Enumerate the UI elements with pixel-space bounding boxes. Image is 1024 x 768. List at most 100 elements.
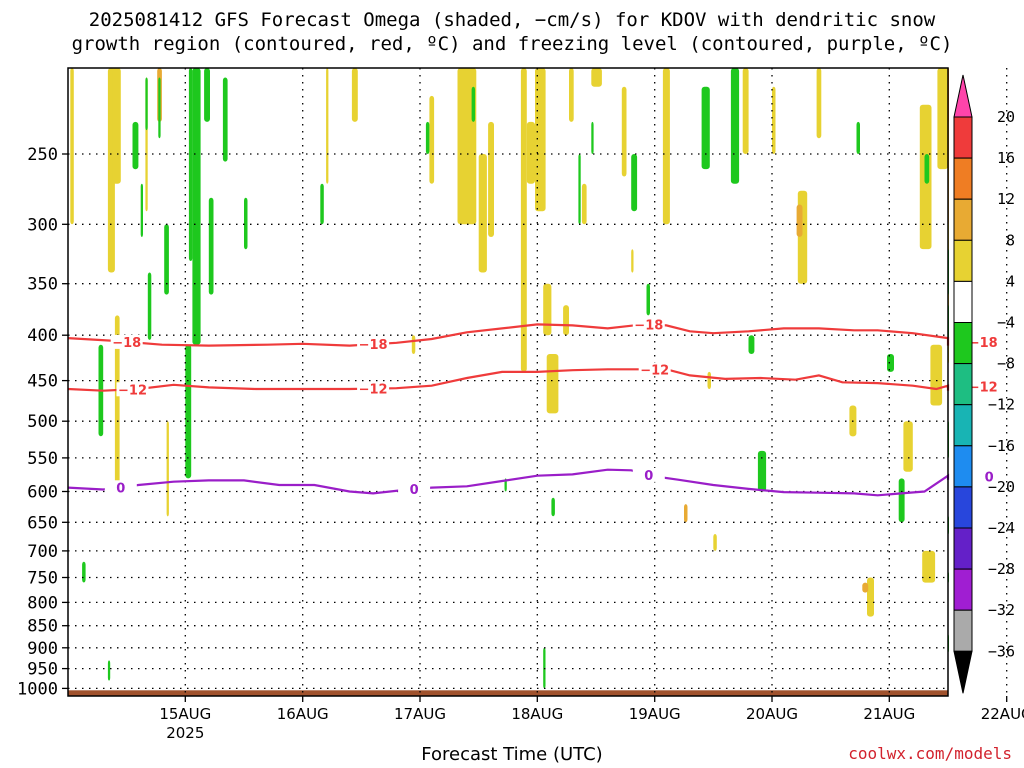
colorbar-top-arrow <box>953 74 973 118</box>
x-tick-label: 22AUG <box>981 705 1024 723</box>
omega-cell <box>425 121 430 154</box>
omega-cell <box>713 534 717 551</box>
x-tick-label: 16AUG <box>277 705 329 723</box>
contour-label-bg <box>973 469 1006 484</box>
omega-cell <box>140 183 143 237</box>
colorbar-swatch <box>953 280 973 323</box>
contour-label: −12 <box>969 381 998 396</box>
omega-cell <box>429 95 435 184</box>
contour-label: −12 <box>118 383 147 398</box>
ground-fill <box>68 690 948 696</box>
omega-cell <box>326 68 329 184</box>
x-tick-label: 18AUG <box>511 705 563 723</box>
y-tick-label: 950 <box>27 660 58 680</box>
y-tick-label: 800 <box>27 593 58 613</box>
omega-cell <box>411 335 416 354</box>
omega-cell <box>244 197 248 250</box>
y-tick-label: 1000 <box>17 679 58 699</box>
omega-cell <box>856 121 860 154</box>
colorbar-label: −32 <box>988 601 1015 619</box>
omega-cell <box>351 68 358 122</box>
omega-cell <box>578 154 581 225</box>
colorbar-swatch <box>953 445 973 488</box>
y-tick-label: 250 <box>27 145 58 165</box>
colorbar-label: −4 <box>997 314 1015 332</box>
y-tick-label: 850 <box>27 617 58 637</box>
omega-cell <box>757 450 767 492</box>
omega-cell <box>114 315 120 492</box>
contour-label-bg <box>110 334 143 349</box>
omega-cell <box>730 68 740 184</box>
contour-label: −18 <box>359 338 388 353</box>
omega-cell <box>107 660 111 681</box>
plot-frame <box>67 67 949 697</box>
contour-label: 0 <box>644 469 653 484</box>
contour-label-bg <box>967 334 1000 349</box>
omega-cell <box>707 371 711 389</box>
y-tick-label: 350 <box>27 275 58 295</box>
colorbar-label: −28 <box>988 560 1015 578</box>
contour-line <box>67 468 950 497</box>
plot-border <box>67 67 949 697</box>
omega-cell <box>526 121 535 184</box>
y-tick-label: 400 <box>27 326 58 346</box>
omega-cell <box>488 121 494 237</box>
colorbar-label: −12 <box>988 396 1015 414</box>
omega-cell <box>924 154 930 184</box>
omega-cell <box>320 183 324 225</box>
omega-cell <box>185 344 192 479</box>
x-axis-label: Forecast Time (UTC) <box>421 744 603 765</box>
contour-label-bg <box>398 482 431 496</box>
colorbar-swatch <box>953 363 973 406</box>
x-tick-label: 21AUG <box>863 705 915 723</box>
contour-label: 0 <box>410 483 419 498</box>
colorbar-label: −16 <box>988 437 1015 455</box>
contour-line <box>67 368 950 392</box>
omega-cell <box>922 550 936 583</box>
omega-cell <box>621 86 627 177</box>
omega-cell <box>188 68 193 261</box>
chart-title-line-1: 2025081412 GFS Forecast Omega (shaded, −… <box>88 9 936 31</box>
omega-cell <box>504 478 507 492</box>
omega-cell <box>192 68 201 345</box>
omega-cell <box>796 204 803 237</box>
y-tick-label: 700 <box>27 542 58 562</box>
contour-label-bg <box>357 381 390 396</box>
colorbar-swatch <box>953 198 973 241</box>
colorbar-swatch <box>953 609 973 652</box>
omega-cell <box>471 86 476 122</box>
omega-cell <box>563 305 569 336</box>
temperature-contours: −18 −18 −18 −18 −12 −12 −12 −12 0 0 0 0 <box>67 317 1006 498</box>
omega-cell <box>816 68 822 139</box>
colorbar-label: 8 <box>1006 231 1015 249</box>
omega-cell <box>867 577 874 617</box>
y-tick-label: 550 <box>27 449 58 469</box>
omega-cell <box>70 68 74 225</box>
omega-cell <box>903 421 913 472</box>
colorbar-label: 16 <box>997 149 1015 167</box>
colorbar-bottom-arrow <box>953 650 973 694</box>
chart-title-line-2: growth region (contoured, red, ºC) and f… <box>71 33 953 55</box>
omega-cell <box>930 344 943 406</box>
contour-label: −18 <box>634 319 663 334</box>
contour-label-bg <box>116 382 149 397</box>
omega-colorbar: 20 16 12 8 4 −4 −8 −12 −16 −20 −24 −28 −32 −36 <box>953 74 1015 694</box>
omega-cell <box>772 86 776 154</box>
omega-cell <box>937 68 948 170</box>
colorbar-label: −24 <box>988 519 1015 537</box>
site-credit: coolwx.com/models <box>848 744 1012 763</box>
y-tick-label: 750 <box>27 569 58 589</box>
colorbar-swatch <box>953 116 973 159</box>
ground-layer <box>68 690 948 696</box>
y-tick-label: 300 <box>27 215 58 235</box>
contour-label: −18 <box>969 336 998 351</box>
colorbar-label: −20 <box>988 478 1015 496</box>
x-tick-label: 19AUG <box>629 705 681 723</box>
contour-label-bg <box>357 337 390 352</box>
colorbar-label: −36 <box>988 642 1015 660</box>
contour-line <box>67 323 950 347</box>
contour-label-bg <box>638 362 671 377</box>
omega-cell <box>646 283 650 316</box>
